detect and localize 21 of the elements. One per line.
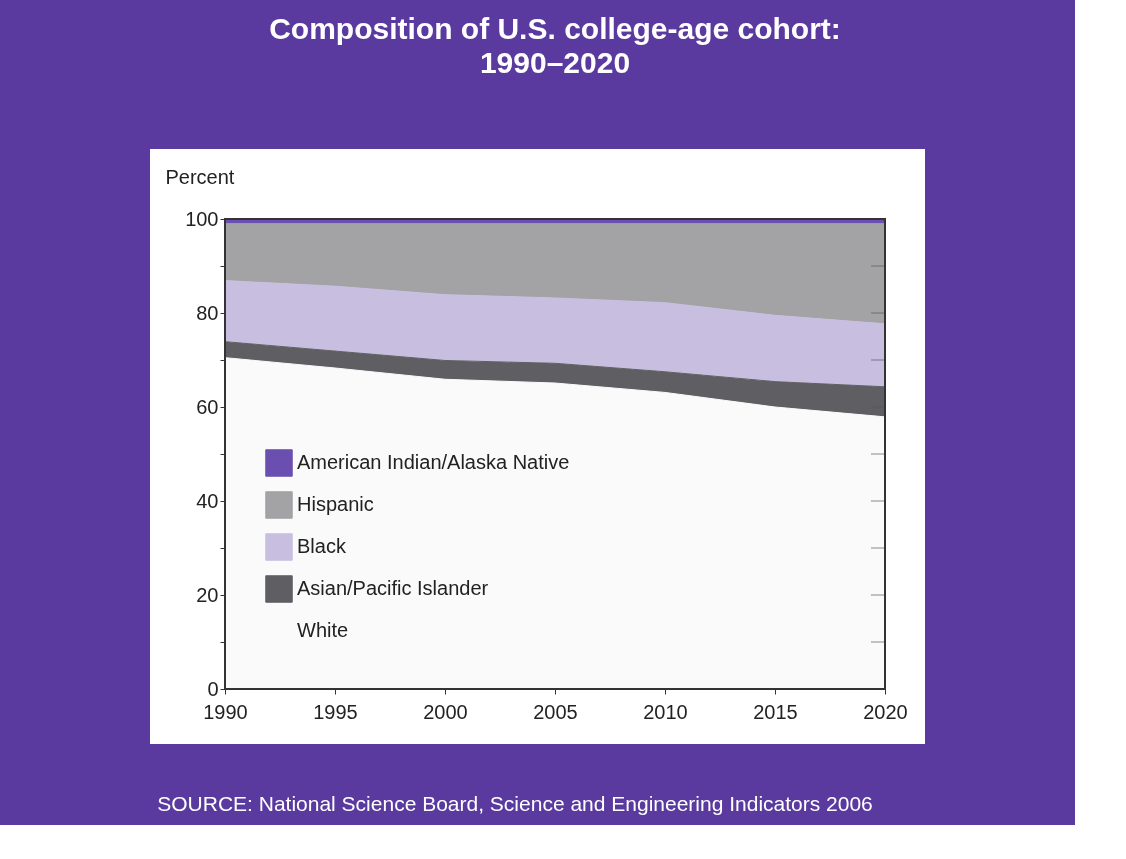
x-tick-label: 1995 (313, 700, 358, 723)
x-tick-label: 1990 (203, 700, 248, 723)
source-note: SOURCE: National Science Board, Science and Engineering Indicators 2006 (157, 792, 873, 815)
x-tick-label: 2005 (533, 700, 578, 723)
x-tick-label: 2000 (423, 700, 468, 723)
y-tick-label: 20 (196, 583, 219, 606)
legend-label: American Indian/Alaska Native (297, 451, 570, 473)
x-tick-label: 2020 (863, 700, 908, 723)
series-label: White (297, 619, 349, 641)
legend-label: Black (297, 535, 347, 557)
legend-label: Asian/Pacific Islander (297, 577, 489, 599)
y-tick-label: 100 (185, 207, 219, 230)
legend-label: Hispanic (297, 493, 374, 515)
y-tick-label: 80 (196, 301, 219, 324)
x-tick-label: 2010 (643, 700, 688, 723)
y-tick-label: 40 (196, 489, 219, 512)
x-tick-label: 2015 (753, 700, 798, 723)
chart-title: Composition of U.S. college-age cohort: 1990–2020 (269, 12, 841, 79)
y-axis-title: Percent (165, 165, 235, 188)
y-tick-label: 0 (207, 677, 219, 700)
y-tick-label: 60 (196, 395, 219, 418)
